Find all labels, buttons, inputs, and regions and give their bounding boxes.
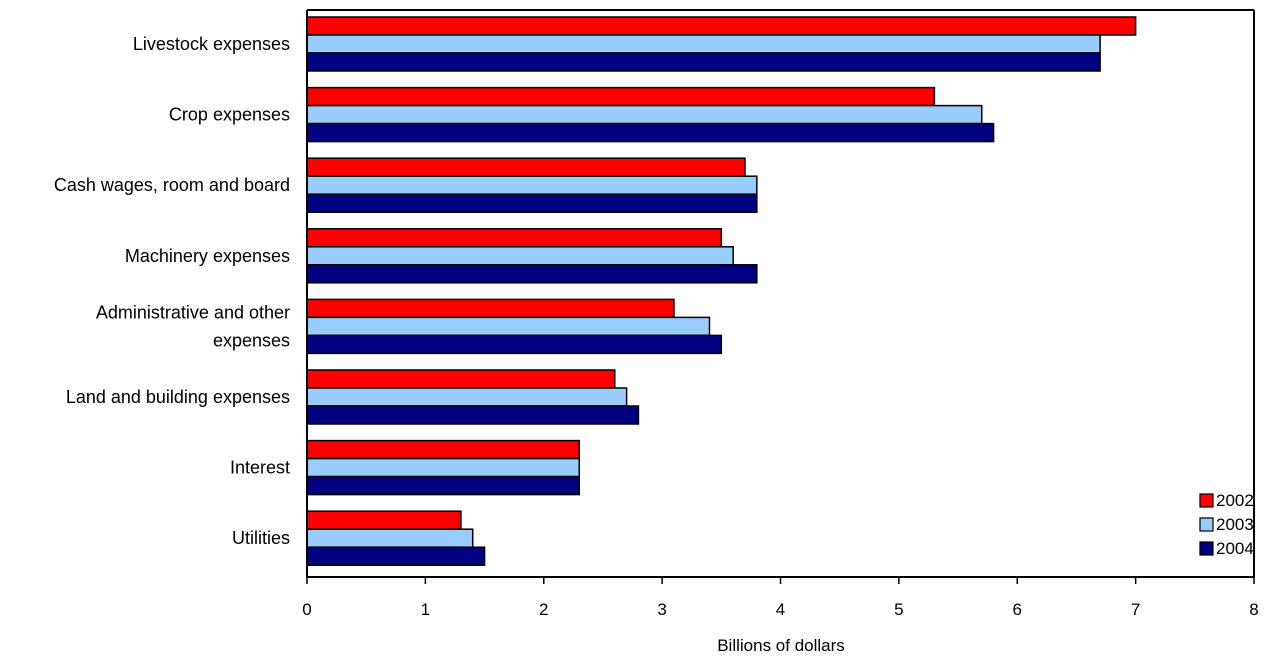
category-label: Livestock expenses (133, 34, 290, 54)
category-labels: Livestock expenses Crop expenses Cash wage… (54, 34, 290, 548)
legend-label: 2003 (1216, 515, 1254, 534)
legend-label: 2002 (1216, 491, 1254, 510)
bar (306, 122, 995, 143)
bar (306, 510, 462, 530)
bar (306, 52, 1101, 72)
bar (306, 228, 723, 248)
x-axis-title: Billions of dollars (717, 636, 845, 655)
category-label: Administrative and other (96, 302, 290, 322)
bar (306, 334, 723, 355)
x-tick-label: 0 (302, 600, 311, 619)
axes: 0 1 2 3 4 5 6 7 8 (302, 9, 1259, 619)
legend-label: 2004 (1216, 539, 1254, 558)
x-tick-label: 2 (539, 600, 548, 619)
category-label: Crop expenses (169, 105, 290, 125)
bar (306, 264, 758, 284)
x-tick-label: 7 (1131, 600, 1140, 619)
x-tick-label: 1 (421, 600, 430, 619)
category-label: Utilities (232, 528, 290, 548)
category-label: Machinery expenses (125, 246, 290, 266)
bar (306, 439, 581, 460)
bar (306, 387, 628, 407)
bar (306, 246, 734, 266)
bar (306, 34, 1101, 54)
legend-swatch (1199, 517, 1214, 532)
bar (306, 16, 1137, 36)
category-label: Interest (230, 458, 290, 478)
bars-layer (306, 16, 1137, 566)
bar (306, 457, 581, 478)
legend-swatch (1199, 541, 1214, 556)
bar (306, 528, 474, 548)
x-tick-label: 5 (894, 600, 903, 619)
bar (306, 369, 616, 389)
x-tick-label: 6 (1013, 600, 1022, 619)
bar (306, 193, 758, 213)
bar (306, 475, 581, 496)
bar (306, 316, 711, 337)
bar (306, 546, 486, 566)
bar (306, 405, 640, 425)
x-tick-label: 3 (657, 600, 666, 619)
category-label: Land and building expenses (66, 387, 290, 407)
bar (306, 157, 746, 177)
legend-swatch (1199, 493, 1214, 508)
category-label: expenses (213, 330, 290, 350)
legend: 2002 2003 2004 (1199, 491, 1254, 558)
bar (306, 86, 936, 107)
bar (306, 104, 983, 125)
bar (306, 298, 675, 319)
x-tick-label: 4 (776, 600, 785, 619)
bar (306, 175, 758, 195)
category-label: Cash wages, room and board (54, 175, 290, 195)
x-tick-label: 8 (1249, 600, 1258, 619)
